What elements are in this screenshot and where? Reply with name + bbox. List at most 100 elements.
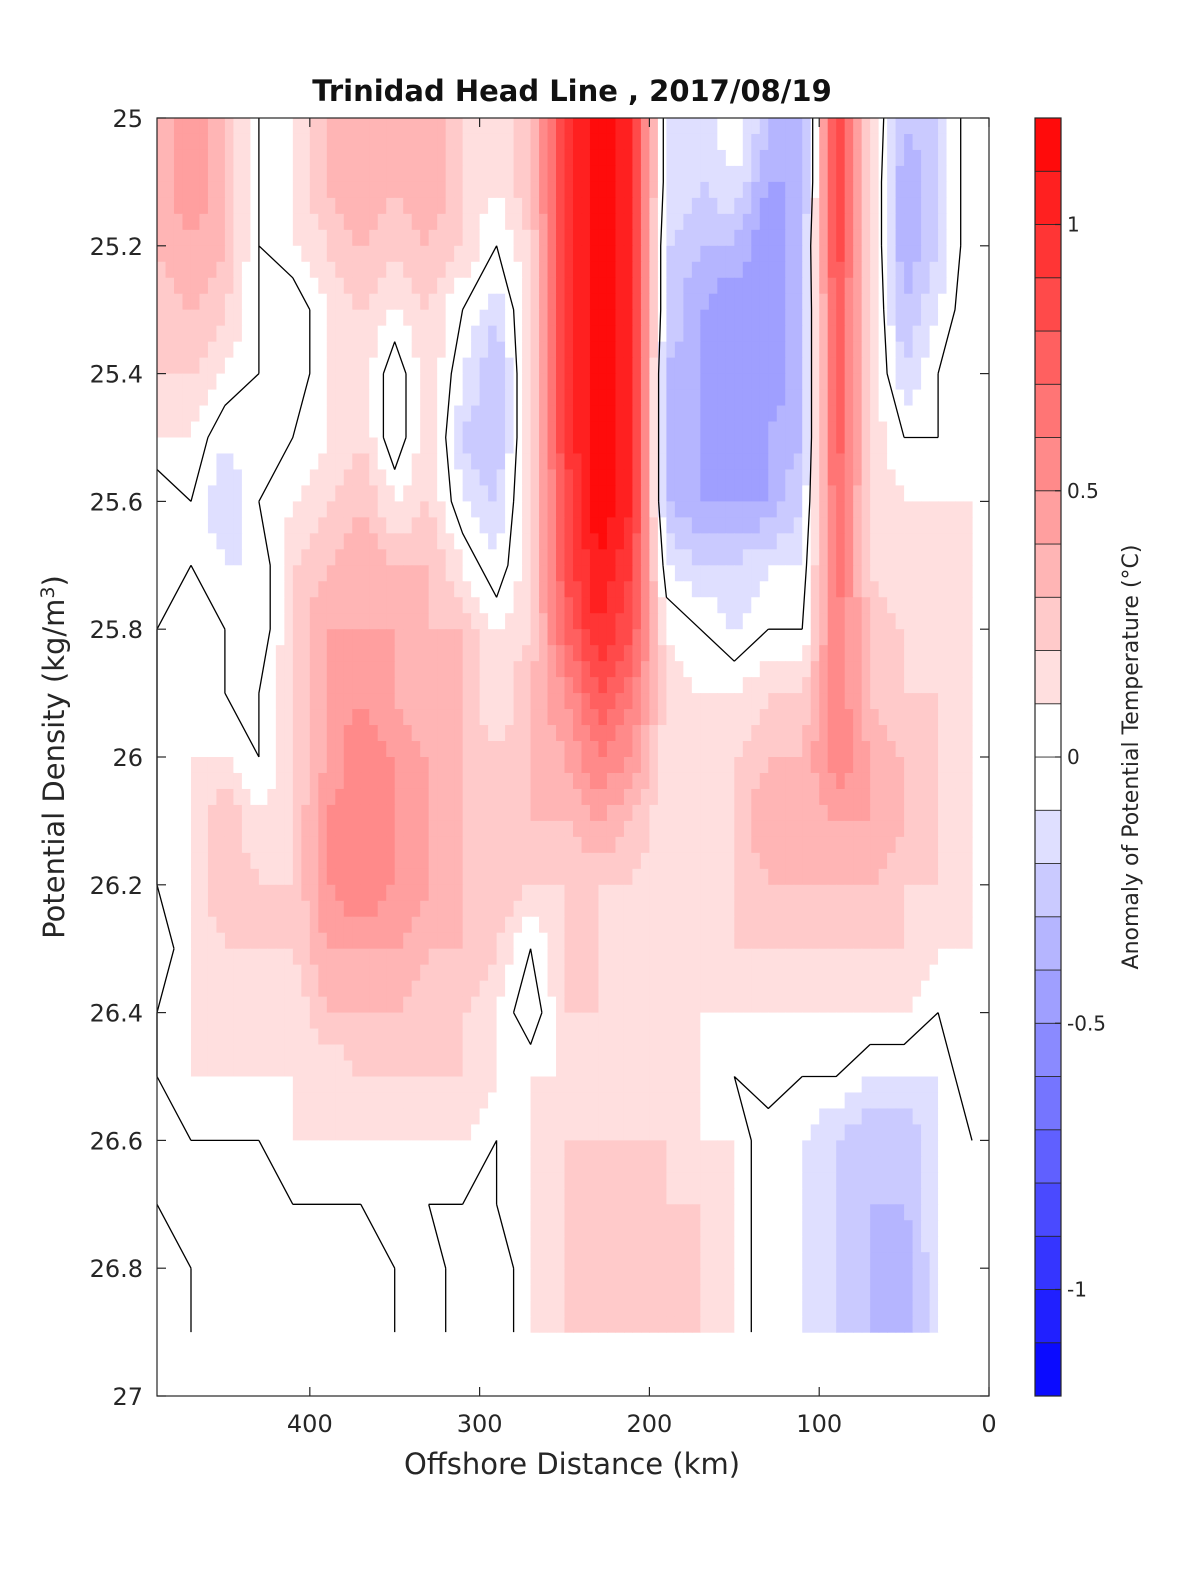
contour-cell: [717, 597, 727, 614]
contour-cell: [403, 533, 413, 550]
contour-cell: [827, 677, 837, 694]
contour-cell: [513, 261, 523, 279]
contour-cell: [165, 533, 175, 550]
contour-cell: [912, 213, 922, 231]
contour-cell: [471, 421, 481, 439]
contour-cell: [861, 788, 871, 806]
contour-cell: [496, 757, 506, 774]
contour-cell: [394, 677, 404, 694]
contour-cell: [301, 788, 311, 806]
contour-cell: [428, 549, 438, 566]
contour-cell: [904, 341, 914, 359]
contour-cell: [725, 597, 735, 614]
contour-cell: [912, 469, 922, 487]
contour-cell: [428, 804, 438, 822]
contour-cell: [437, 788, 447, 806]
contour-cell: [445, 357, 455, 375]
contour-cell: [157, 421, 167, 439]
contour-cell: [887, 645, 897, 662]
contour-cell: [683, 788, 693, 806]
contour-cell: [190, 261, 201, 279]
contour-cell: [403, 181, 413, 199]
contour-cell: [386, 916, 396, 934]
contour-cell: [751, 741, 761, 758]
contour-cell: [190, 693, 201, 710]
contour-cell: [539, 389, 549, 407]
contour-cell: [241, 133, 251, 151]
contour-cell: [827, 453, 837, 471]
contour-cell: [657, 533, 667, 550]
contour-cell: [428, 597, 438, 614]
contour-cell: [929, 405, 939, 423]
contour-cell: [352, 389, 362, 407]
contour-cell: [615, 149, 625, 167]
contour-cell: [700, 757, 710, 774]
contour-cell: [275, 693, 285, 710]
contour-cell: [963, 325, 973, 343]
contour-cell: [632, 709, 642, 726]
contour-cell: [420, 245, 430, 263]
contour-cell: [691, 565, 701, 582]
contour-cell: [666, 868, 676, 886]
contour-cell: [403, 341, 413, 359]
contour-cell: [623, 772, 634, 790]
contour-cell: [352, 341, 362, 359]
contour-cell: [420, 341, 430, 359]
contour-cell: [360, 357, 370, 375]
contour-cell: [488, 565, 498, 582]
contour-cell: [921, 757, 931, 774]
contour-cell: [496, 852, 506, 870]
contour-cell: [793, 852, 803, 870]
contour-cell: [708, 469, 718, 487]
contour-cell: [437, 900, 447, 918]
contour-cell: [649, 325, 659, 343]
contour-cell: [768, 741, 778, 758]
contour-cell: [318, 309, 328, 327]
contour-cell: [157, 677, 167, 694]
contour-cell: [505, 245, 515, 263]
contour-cell: [717, 788, 727, 806]
contour-cell: [708, 213, 718, 231]
contour-cell: [844, 533, 854, 550]
contour-cell: [895, 613, 905, 630]
contour-cell: [734, 229, 744, 247]
contour-cell: [173, 757, 184, 774]
contour-cell: [309, 437, 319, 455]
contour-cell: [946, 261, 956, 279]
contour-cell: [887, 469, 897, 487]
contour-cell: [861, 693, 871, 710]
contour-cell: [895, 485, 905, 502]
contour-cell: [589, 900, 600, 918]
contour-cell: [224, 197, 235, 215]
contour-cell: [691, 245, 701, 263]
contour-cell: [844, 245, 854, 263]
contour-cell: [496, 485, 506, 502]
contour-cell: [810, 565, 820, 582]
contour-cell: [861, 261, 871, 279]
contour-cell: [454, 852, 464, 870]
contour-cell: [759, 517, 769, 534]
contour-cell: [241, 261, 251, 279]
contour-cell: [683, 661, 693, 678]
contour-cell: [861, 485, 871, 502]
contour-cell: [428, 309, 438, 327]
contour-cell: [640, 405, 651, 423]
contour-cell: [768, 597, 778, 614]
contour-cell: [700, 549, 710, 566]
contour-cell: [768, 772, 778, 790]
contour-cell: [224, 533, 235, 550]
contour-cell: [377, 389, 387, 407]
contour-cell: [573, 916, 583, 934]
contour-cell: [318, 884, 328, 902]
contour-cell: [921, 277, 931, 295]
contour-cell: [649, 565, 659, 582]
contour-cell: [793, 932, 803, 950]
contour-cell: [292, 868, 302, 886]
contour-cell: [513, 421, 523, 439]
contour-cell: [258, 469, 268, 487]
contour-cell: [674, 485, 684, 502]
contour-cell: [742, 804, 752, 822]
contour-cell: [462, 772, 472, 790]
contour-cell: [275, 772, 285, 790]
contour-cell: [420, 533, 430, 550]
